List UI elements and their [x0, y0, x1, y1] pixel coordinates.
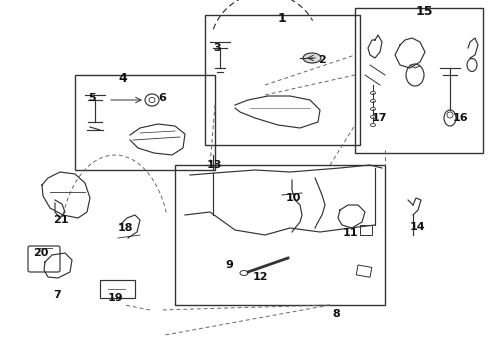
Text: 9: 9	[225, 260, 233, 270]
Text: 15: 15	[416, 5, 434, 18]
Bar	[175, 165, 385, 305]
Text: 19: 19	[108, 293, 123, 303]
Bar	[75, 75, 215, 170]
Text: 5: 5	[88, 93, 96, 103]
Text: 1: 1	[278, 12, 287, 25]
Text: 10: 10	[286, 193, 301, 203]
Bar	[100, 280, 135, 298]
Text: 12: 12	[253, 272, 269, 282]
Text: 11: 11	[343, 228, 359, 238]
Text: 21: 21	[53, 215, 69, 225]
Text: 18: 18	[118, 223, 133, 233]
Text: 2: 2	[318, 55, 326, 65]
Ellipse shape	[303, 53, 321, 63]
Text: 14: 14	[410, 222, 426, 232]
Text: 3: 3	[213, 43, 220, 53]
Text: 7: 7	[53, 290, 61, 300]
Bar	[360, 225, 372, 235]
Text: 17: 17	[372, 113, 388, 123]
Text: 16: 16	[453, 113, 468, 123]
Text: 4: 4	[118, 72, 127, 85]
Text: 20: 20	[33, 248, 49, 258]
Bar	[355, 8, 483, 153]
Text: 8: 8	[332, 309, 340, 319]
Bar	[356, 265, 372, 277]
Bar	[205, 15, 360, 145]
Text: 13: 13	[207, 160, 222, 170]
Text: 6: 6	[158, 93, 166, 103]
